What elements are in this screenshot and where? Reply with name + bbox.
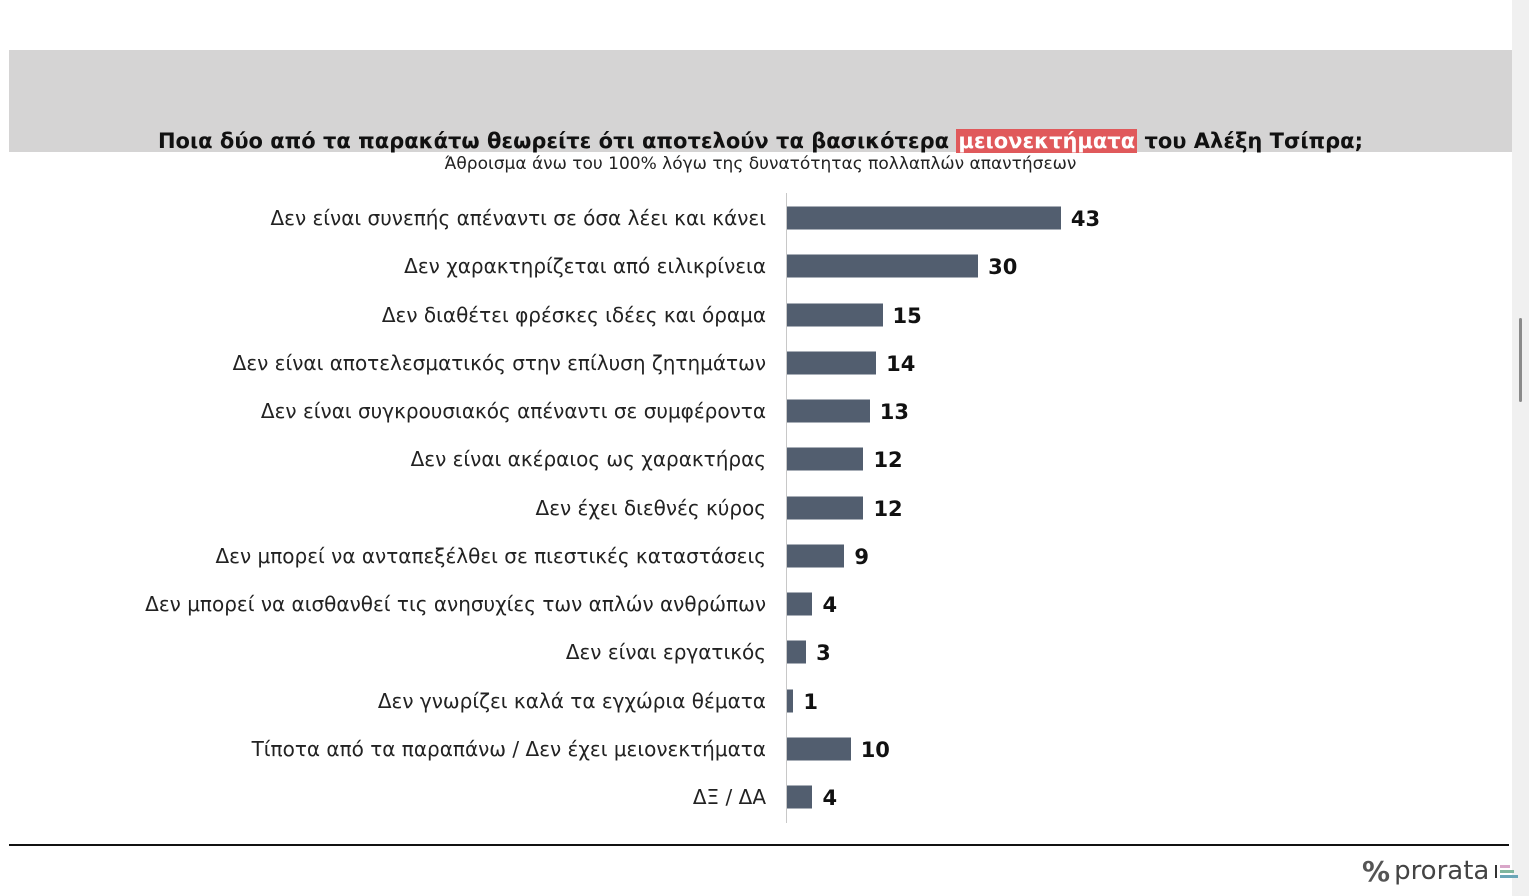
logo-text: prorata [1394,856,1490,886]
bar [787,640,807,664]
chart-subtitle: Άθροισμα άνω του 100% λόγω της δυνατότητ… [444,154,1077,174]
bar [787,737,851,761]
category-label: Δεν μπορεί να ανταπεξέλθει σε πιεστικές … [215,543,767,568]
bar [787,303,883,326]
divider [9,844,1509,846]
data-label: 9 [854,544,869,569]
category-label: Δεν είναι αποτελεσματικός στην επίλυση ζ… [232,350,766,375]
bar [787,785,813,809]
data-label: 43 [1070,207,1101,231]
bar [787,544,845,568]
data-label: 12 [873,496,903,521]
category-label: Δεν διαθέτει φρέσκες ιδέες και όραμα [381,302,766,327]
data-label: 15 [892,303,922,328]
category-label: Δεν έχει διεθνές κύρος [535,495,766,520]
data-label: 4 [822,593,838,617]
scrollbar-track[interactable] [1512,0,1529,896]
category-label: Δεν είναι συγκρουσιακός απέναντι σε συμφ… [260,399,766,423]
bar [787,592,813,616]
category-label: Δεν είναι εργατικός [565,640,766,665]
prorata-logo: % prorata [1362,854,1519,888]
data-label: 4 [822,786,838,810]
y-axis-line [786,193,787,823]
category-label: Δεν γνωρίζει καλά τα εγχώρια θέματα [377,688,766,713]
category-label: Δεν χαρακτηρίζεται από ειλικρίνεια [404,254,766,279]
bar [787,254,979,278]
bar [787,689,794,712]
bar [787,206,1061,230]
category-label: Δεν μπορεί να αισθανθεί τις ανησυχίες τω… [145,592,766,616]
title-text: Ποια δύο από τα παρακάτω θεωρείτε ότι απ… [157,129,950,153]
title-highlight: μειονεκτήματα [956,129,1138,153]
chart-title: Ποια δύο από τα παρακάτω θεωρείτε ότι απ… [9,129,1512,153]
data-label: 13 [879,400,910,424]
bar [787,496,864,519]
category-label: ΔΞ / ΔΑ [692,785,766,809]
category-label: Τίποτα από τα παραπάνω / Δεν έχει μειονε… [251,736,766,761]
category-label: Δεν είναι ακέραιος ως χαρακτήρας [410,447,766,472]
bar [787,447,864,471]
bar [787,399,870,423]
logo-symbol: % [1362,854,1391,888]
data-label: 14 [886,351,916,376]
bar [787,351,877,375]
data-label: 30 [988,255,1018,280]
data-label: 10 [860,737,890,762]
data-label: 12 [873,448,903,473]
logo-bars-icon [1495,864,1519,878]
data-label: 1 [803,689,818,714]
category-label: Δεν είναι συνεπής απέναντι σε όσα λέει κ… [270,206,766,230]
scrollbar-thumb[interactable] [1519,318,1522,402]
chart-header: Ποια δύο από τα παρακάτω θεωρείτε ότι απ… [9,50,1512,174]
title-text-end: του Αλέξη Τσίπρα; [1144,129,1364,153]
data-label: 3 [816,641,831,666]
